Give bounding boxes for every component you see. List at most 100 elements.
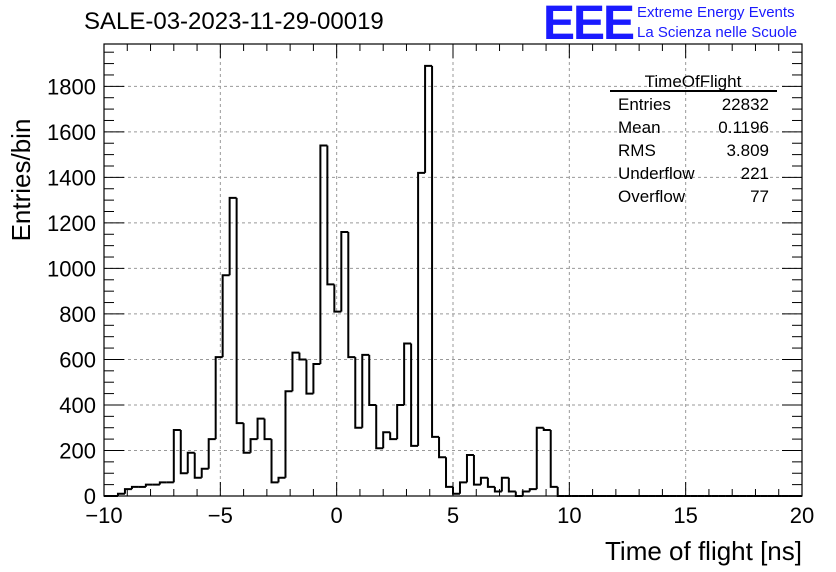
histogram-bin bbox=[500, 476, 509, 492]
histogram-bin bbox=[542, 427, 551, 431]
histogram-bin bbox=[270, 439, 279, 484]
histogram-bin bbox=[333, 284, 342, 313]
y-tick-label: 0 bbox=[84, 484, 96, 509]
histogram-bin bbox=[382, 431, 391, 449]
logo-mark: EEE bbox=[543, 0, 635, 50]
histogram-bin bbox=[130, 485, 139, 490]
histogram-bin bbox=[417, 171, 426, 446]
grid bbox=[104, 44, 802, 496]
histogram-bin bbox=[123, 488, 132, 494]
histogram-bin bbox=[193, 452, 202, 479]
stats-box: TimeOfFlight Entries 22832 Mean 0.1196 R… bbox=[610, 72, 777, 206]
histogram-bin bbox=[458, 481, 467, 494]
histogram-bin bbox=[200, 467, 209, 478]
stats-value-underflow: 221 bbox=[741, 164, 769, 183]
histogram-bin bbox=[249, 438, 258, 453]
histogram-bin bbox=[235, 197, 244, 425]
histogram-bin bbox=[319, 144, 328, 364]
histogram-bin bbox=[438, 436, 447, 459]
histogram-bin bbox=[452, 486, 460, 495]
histogram-bin bbox=[179, 430, 188, 475]
run-title: SALE-03-2023-11-29-00019 bbox=[84, 8, 384, 35]
histogram-bin bbox=[158, 481, 167, 485]
stats-label-overflow: Overflow bbox=[618, 187, 686, 206]
histogram-bin bbox=[186, 451, 195, 474]
x-tick-label: 0 bbox=[331, 503, 343, 528]
histogram-bin bbox=[291, 351, 300, 392]
logo-line-2: La Scienza nelle Scuole bbox=[637, 24, 798, 41]
histogram-bin bbox=[528, 488, 537, 492]
histogram-bin bbox=[389, 432, 398, 441]
histogram-bin bbox=[277, 476, 286, 483]
stats-label-mean: Mean bbox=[618, 118, 661, 137]
histogram-bin bbox=[354, 357, 363, 429]
histogram-bin bbox=[312, 363, 321, 394]
histogram-bin bbox=[410, 343, 419, 447]
x-tick-label: 15 bbox=[673, 503, 697, 528]
histogram-bin bbox=[347, 231, 356, 359]
x-tick-label: −10 bbox=[85, 503, 122, 528]
histogram-bin bbox=[242, 423, 251, 454]
histogram-bin bbox=[556, 486, 565, 497]
stats-label-rms: RMS bbox=[618, 141, 656, 160]
y-tick-label: 400 bbox=[59, 393, 96, 418]
y-tick-label: 1200 bbox=[47, 211, 96, 236]
histogram-bin bbox=[207, 438, 216, 469]
histogram-bin bbox=[214, 356, 223, 440]
histogram-bin bbox=[298, 352, 307, 361]
histogram-bin bbox=[396, 403, 405, 440]
histogram-bin bbox=[472, 455, 481, 486]
histogram-bin bbox=[445, 457, 453, 488]
y-tick-label: 600 bbox=[59, 347, 96, 372]
stats-value-entries: 22832 bbox=[722, 95, 769, 114]
stats-title: TimeOfFlight bbox=[645, 72, 742, 91]
histogram-bin bbox=[228, 196, 237, 276]
stats-label-entries: Entries bbox=[618, 95, 671, 114]
histogram-bin bbox=[549, 430, 558, 488]
axis-ticks bbox=[103, 44, 803, 497]
histogram-bin bbox=[514, 491, 523, 497]
histogram-bin bbox=[431, 65, 440, 438]
histogram-bin bbox=[326, 145, 335, 286]
histogram-bin bbox=[256, 417, 265, 440]
histogram-bin bbox=[172, 429, 181, 483]
histogram-bin bbox=[144, 483, 153, 487]
histogram-bin bbox=[521, 490, 530, 496]
histogram-bin bbox=[368, 354, 377, 406]
y-tick-label: 800 bbox=[59, 302, 96, 327]
histogram-bin bbox=[263, 418, 272, 441]
histogram-bin bbox=[493, 486, 502, 493]
histogram-bin bbox=[507, 477, 516, 493]
y-tick-label: 1400 bbox=[47, 165, 96, 190]
tick-labels: −10 −5 0 5 10 15 20020040060080010001200140016… bbox=[47, 74, 814, 528]
y-tick-label: 1800 bbox=[47, 74, 96, 99]
x-tick-label: 20 bbox=[790, 503, 814, 528]
stats-value-rms: 3.809 bbox=[726, 141, 769, 160]
stats-label-underflow: Underflow bbox=[618, 164, 695, 183]
stats-value-overflow: 77 bbox=[750, 187, 769, 206]
x-tick-label: −5 bbox=[208, 503, 233, 528]
histogram-bin bbox=[116, 492, 125, 496]
histogram-bin bbox=[361, 353, 370, 428]
logo-line-1: Extreme Energy Events bbox=[637, 4, 795, 21]
histogram-bin bbox=[375, 404, 384, 450]
histogram-bin bbox=[284, 390, 293, 478]
histogram-bin bbox=[221, 274, 230, 358]
histogram-bin bbox=[465, 454, 474, 483]
x-axis-label: Time of flight [ns] bbox=[605, 536, 802, 566]
histogram-bin bbox=[424, 64, 433, 173]
y-tick-label: 200 bbox=[59, 438, 96, 463]
stats-value-mean: 0.1196 bbox=[718, 118, 769, 137]
x-tick-label: 5 bbox=[447, 503, 459, 528]
histogram-bin bbox=[486, 477, 495, 488]
histogram-bin bbox=[403, 342, 412, 405]
y-tick-label: 1600 bbox=[47, 120, 96, 145]
histogram-series bbox=[104, 64, 802, 497]
x-tick-label: 10 bbox=[557, 503, 581, 528]
y-tick-label: 1000 bbox=[47, 256, 96, 281]
histogram-bin bbox=[305, 359, 314, 395]
histogram-bin bbox=[340, 230, 349, 312]
histogram-bin bbox=[479, 476, 488, 485]
